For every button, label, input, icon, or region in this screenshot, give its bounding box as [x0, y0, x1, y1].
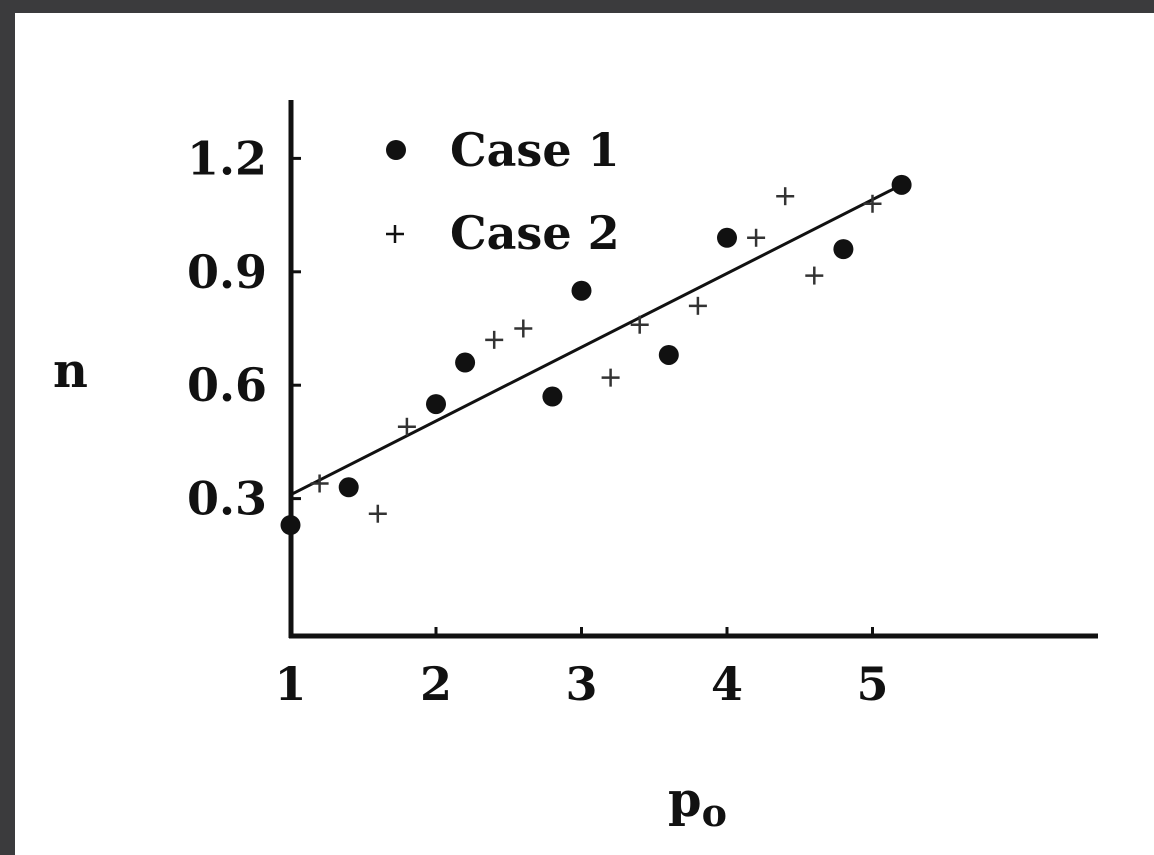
point-case-1 [717, 227, 737, 248]
point-case-2 [310, 474, 329, 493]
fit-line [289, 183, 903, 497]
point-case-1 [658, 344, 679, 365]
x-tick-label: 3 [565, 657, 597, 711]
point-case-2 [514, 319, 533, 338]
x-tick-label: 4 [711, 657, 743, 711]
point-case-1 [280, 515, 301, 536]
x-tick-label: 1 [274, 657, 306, 711]
point-case-2 [397, 417, 416, 436]
point-case-2 [630, 315, 649, 334]
x-ticks: 1 2 3 4 5 [274, 627, 889, 711]
fit-line-group [289, 183, 903, 497]
point-case-1 [455, 352, 476, 373]
point-case-2 [601, 368, 620, 387]
y-ticks: 0.3 0.6 0.9 1.2 [187, 131, 301, 526]
point-case-1 [542, 386, 563, 407]
x-tick-label: 2 [420, 657, 452, 711]
point-case-2 [805, 266, 824, 285]
point-case-1 [891, 174, 912, 195]
legend-marker-case-2 [386, 225, 404, 243]
y-tick-label: 1.2 [187, 131, 267, 185]
point-case-2 [688, 296, 707, 315]
point-case-1 [571, 280, 592, 301]
y-tick-label: 0.6 [187, 358, 267, 412]
point-case-2 [776, 187, 795, 206]
point-case-2 [863, 194, 882, 213]
x-axis-title: po [668, 772, 727, 835]
scatter-chart: 0.3 0.6 0.9 1.2 1 2 3 4 5 n po Case 1 Case 2 [53, 100, 1098, 835]
point-case-2 [485, 330, 504, 349]
x-axis-title-main: p [668, 772, 702, 828]
legend: Case 1 Case 2 [386, 123, 620, 260]
y-tick-label: 0.3 [187, 472, 267, 526]
legend-label-case-1: Case 1 [450, 123, 620, 177]
x-tick-label: 5 [856, 657, 888, 711]
y-tick-label: 0.9 [187, 245, 267, 299]
legend-label-case-2: Case 2 [450, 206, 620, 260]
chart-frame: 0.3 0.6 0.9 1.2 1 2 3 4 5 n po Case 1 Case 2 [15, 13, 1154, 855]
axes [288, 100, 1098, 639]
y-axis-title: n [53, 343, 88, 399]
point-case-1 [338, 477, 359, 498]
x-axis-title-subscript: o [702, 790, 727, 835]
point-case-2 [368, 504, 387, 523]
point-case-1 [833, 239, 854, 260]
point-case-1 [426, 394, 446, 415]
data-points [280, 174, 912, 536]
legend-marker-case-1 [386, 140, 406, 160]
point-case-2 [747, 228, 766, 247]
